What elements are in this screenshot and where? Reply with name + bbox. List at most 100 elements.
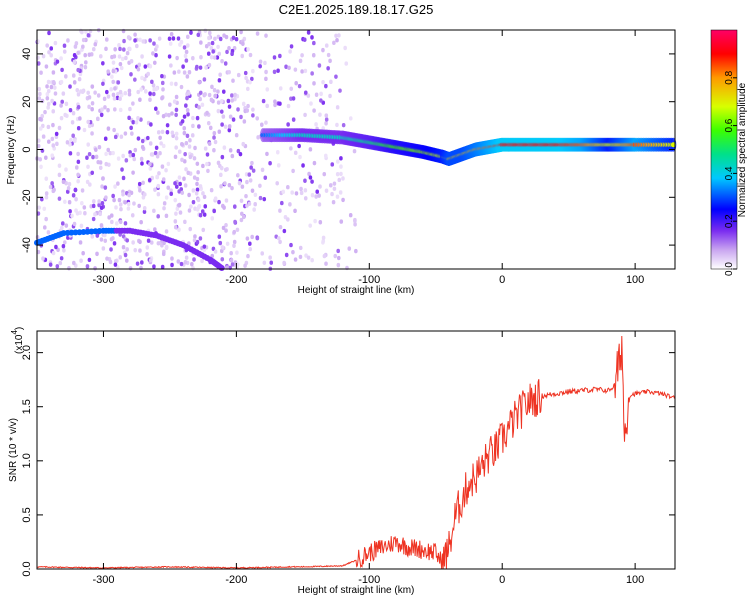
noise-speck <box>72 59 77 65</box>
noise-speck <box>133 147 138 153</box>
noise-speck <box>107 215 111 220</box>
noise-speck <box>146 135 150 141</box>
noise-speck <box>182 159 187 164</box>
noise-speck <box>187 70 192 75</box>
noise-speck <box>76 179 80 184</box>
noise-speck <box>241 101 246 107</box>
noise-speck <box>80 200 84 206</box>
noise-speck <box>174 136 179 141</box>
noise-speck <box>152 60 157 66</box>
noise-speck <box>197 105 201 110</box>
noise-speck <box>118 61 123 67</box>
noise-speck <box>76 159 81 165</box>
noise-speck <box>239 198 244 203</box>
noise-speck <box>92 199 96 204</box>
noise-speck <box>161 251 166 257</box>
noise-speck <box>138 188 142 193</box>
noise-speck <box>284 64 288 69</box>
noise-speck <box>47 30 51 36</box>
noise-speck <box>241 141 246 147</box>
noise-speck <box>51 70 56 75</box>
noise-speck <box>185 95 189 101</box>
noise-speck <box>76 67 80 73</box>
noise-speck <box>234 133 239 138</box>
noise-speck <box>273 102 277 108</box>
noise-speck <box>314 122 318 127</box>
noise-speck <box>112 54 117 59</box>
noise-speck <box>354 248 358 254</box>
noise-speck <box>100 200 105 206</box>
noise-speck <box>264 69 268 75</box>
noise-speck <box>51 122 55 128</box>
noise-speck <box>136 136 141 141</box>
noise-speck <box>216 89 220 94</box>
noise-speck <box>318 220 323 225</box>
noise-speck <box>48 262 53 267</box>
noise-speck <box>217 51 222 57</box>
noise-speck <box>129 125 133 131</box>
noise-speck <box>185 74 190 79</box>
noise-speck <box>323 153 328 159</box>
noise-speck <box>240 184 245 189</box>
noise-speck <box>136 67 141 72</box>
noise-speck <box>140 54 144 59</box>
noise-speck <box>103 105 107 110</box>
noise-speck <box>250 76 254 82</box>
noise-speck <box>199 55 203 60</box>
noise-speck <box>230 93 234 98</box>
noise-speck <box>91 216 96 222</box>
noise-speck <box>132 156 137 162</box>
noise-speck <box>164 195 169 200</box>
noise-speck <box>68 84 72 89</box>
y-tick-label: 40 <box>21 48 33 60</box>
noise-speck <box>87 151 92 157</box>
noise-speck <box>182 126 187 131</box>
noise-speck <box>71 133 75 138</box>
noise-speck <box>128 266 133 271</box>
noise-speck <box>71 193 76 198</box>
noise-speck <box>104 37 109 42</box>
noise-speck <box>45 43 49 48</box>
noise-speck <box>75 87 80 93</box>
noise-speck <box>293 67 298 72</box>
noise-speck <box>312 40 316 46</box>
noise-speck <box>143 89 148 94</box>
noise-speck <box>169 31 174 37</box>
noise-speck <box>202 212 207 217</box>
noise-speck <box>187 192 191 198</box>
noise-speck <box>188 226 193 232</box>
noise-speck <box>280 200 284 206</box>
noise-speck <box>308 223 312 228</box>
noise-speck <box>332 181 337 186</box>
noise-speck <box>235 227 240 232</box>
noise-speck <box>184 58 189 63</box>
noise-speck <box>158 135 162 140</box>
noise-speck <box>103 238 108 244</box>
noise-speck <box>70 213 74 219</box>
noise-speck <box>157 36 162 41</box>
noise-speck <box>324 261 328 266</box>
noise-speck <box>177 175 182 180</box>
noise-speck <box>173 181 177 186</box>
noise-speck <box>328 58 332 64</box>
noise-speck <box>53 91 58 96</box>
noise-speck <box>226 98 231 104</box>
noise-speck <box>42 206 47 212</box>
noise-speck <box>239 217 244 223</box>
noise-speck <box>96 93 101 98</box>
noise-speck <box>90 170 95 176</box>
noise-speck <box>315 189 320 194</box>
noise-speck <box>200 209 205 214</box>
noise-speck <box>133 32 137 37</box>
noise-speck <box>317 202 322 207</box>
noise-speck <box>195 64 199 70</box>
noise-speck <box>122 38 126 44</box>
noise-speck <box>219 165 224 171</box>
noise-speck <box>61 91 66 96</box>
noise-speck <box>40 98 45 104</box>
noise-speck <box>127 88 132 94</box>
noise-speck <box>124 258 129 263</box>
noise-speck <box>207 141 212 146</box>
noise-speck <box>341 176 345 181</box>
noise-speck <box>215 55 220 60</box>
